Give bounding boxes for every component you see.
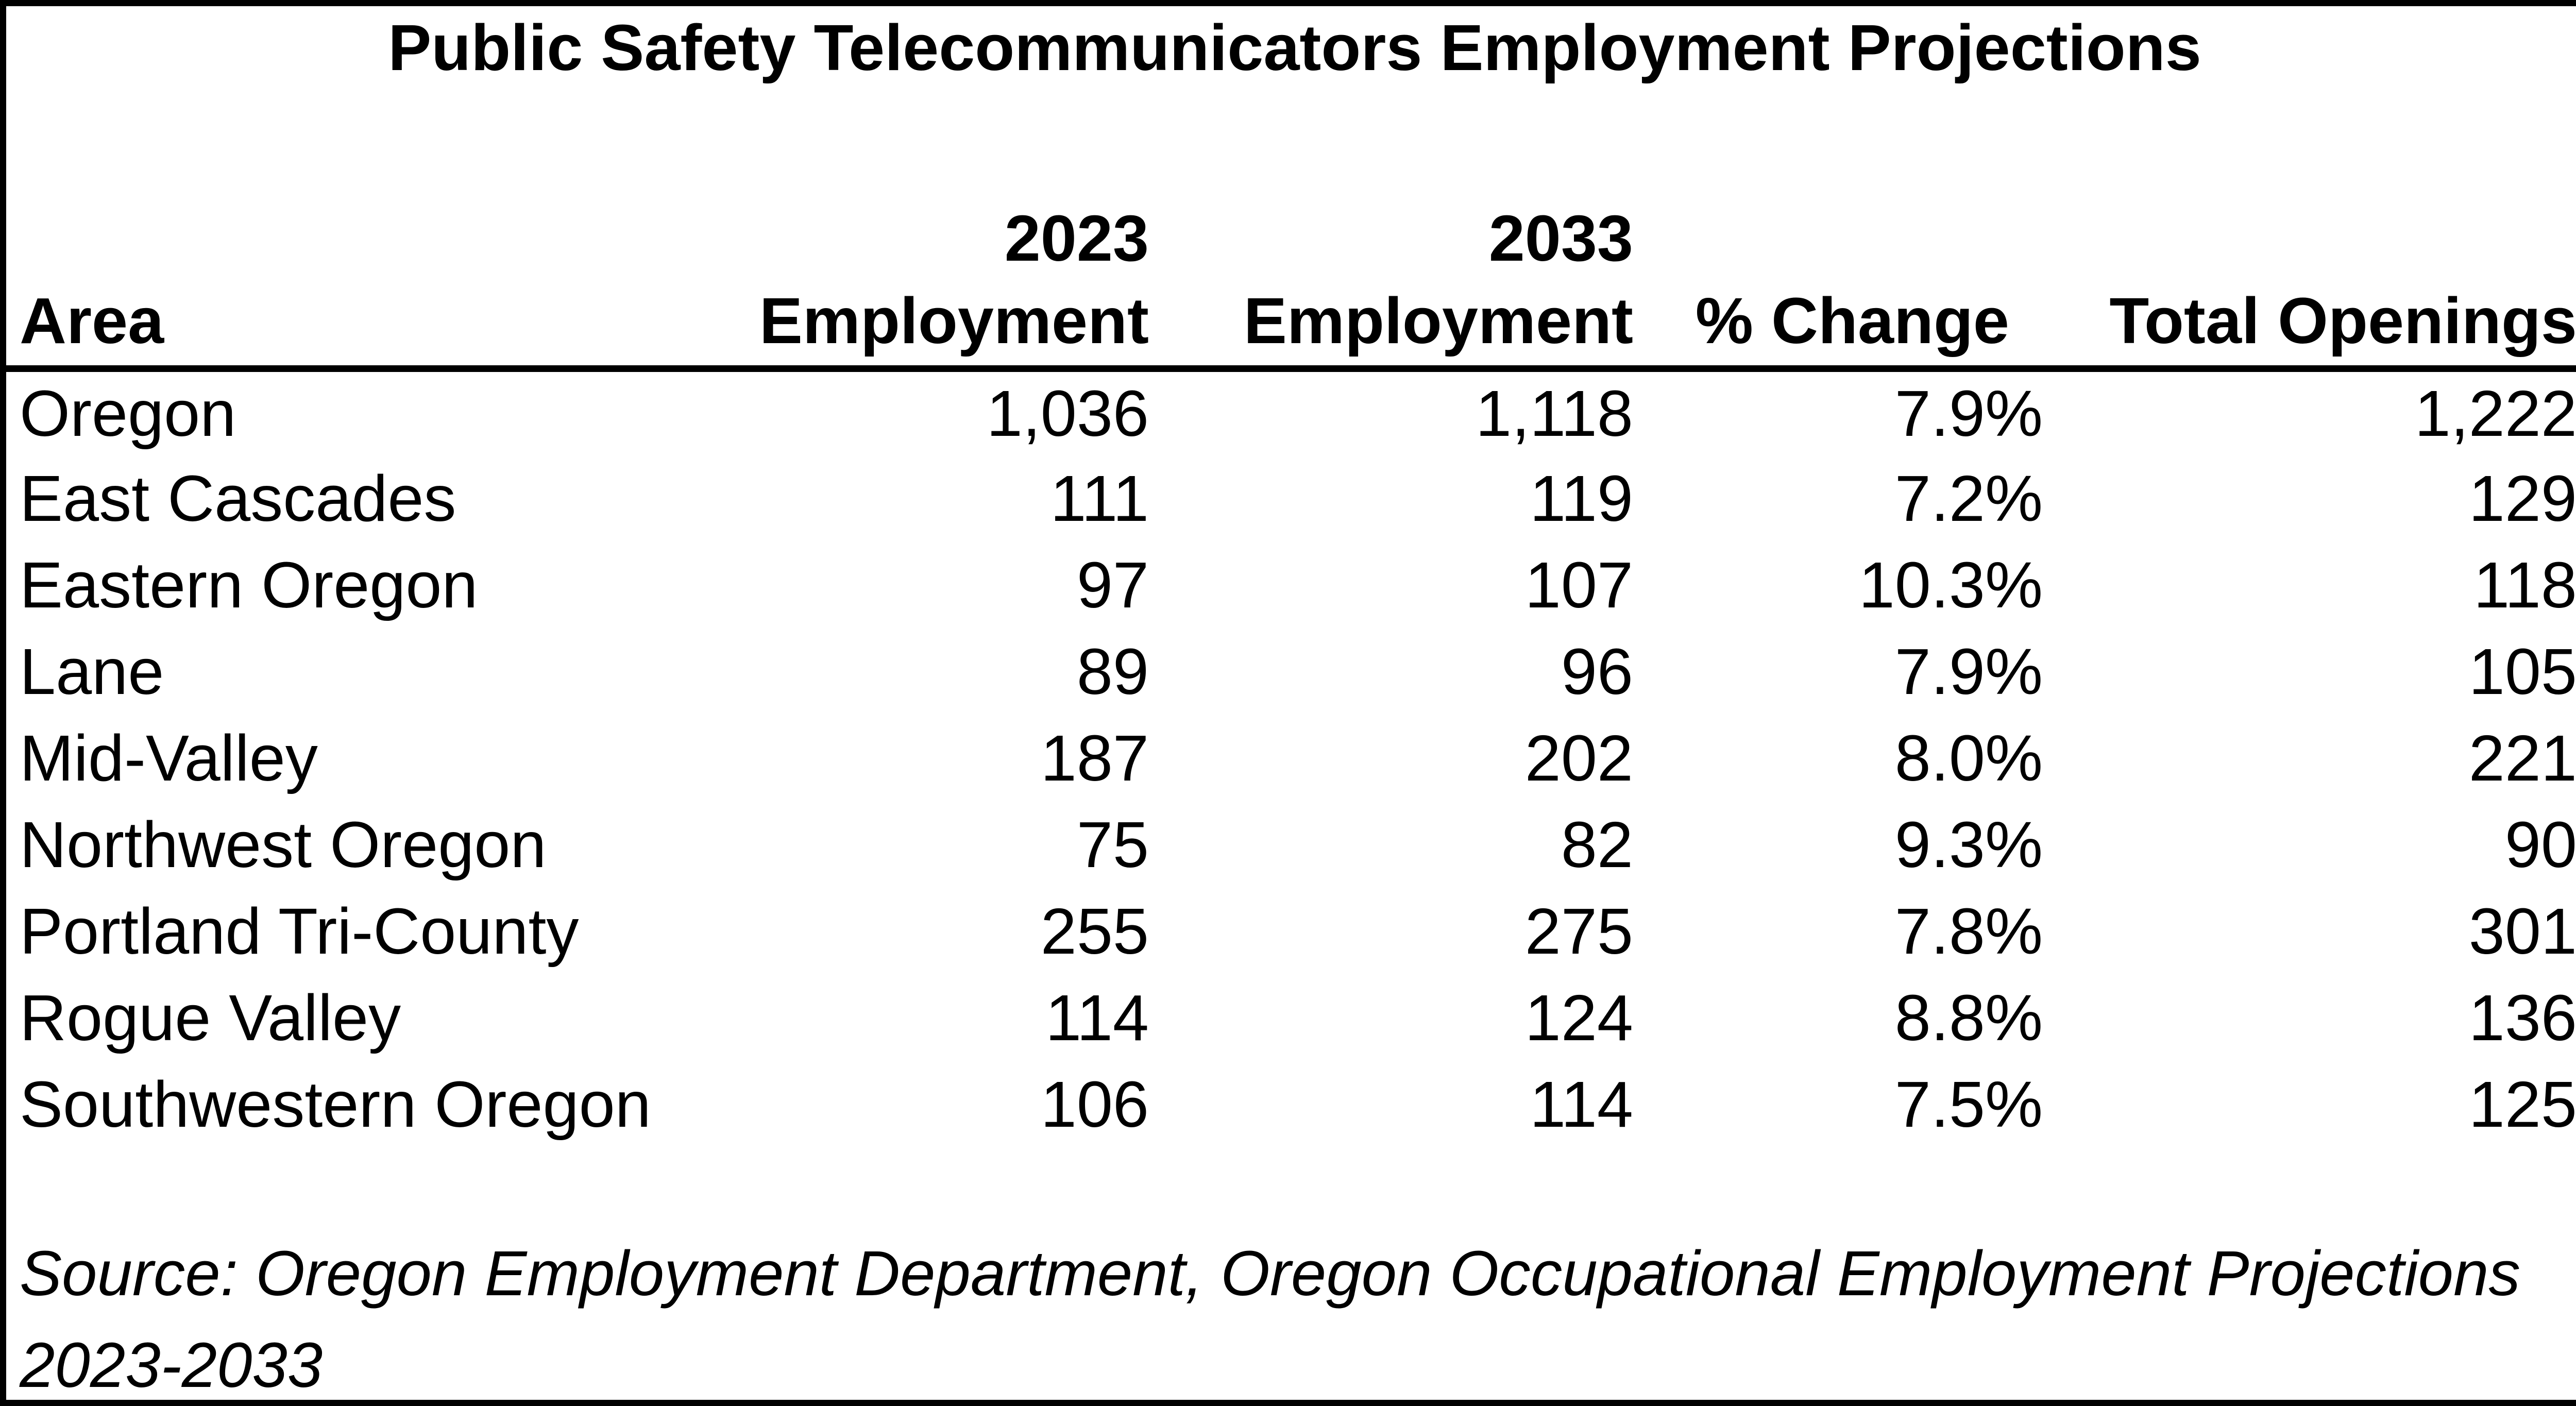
area-cell: Mid-Valley	[20, 722, 318, 794]
area-cell: Southwestern Oregon	[20, 1068, 651, 1141]
source-note: Source: Oregon Employment Department, Or…	[6, 1228, 2576, 1401]
table-header-row: Area 2023 Employment 2033 Employment % C…	[6, 197, 2576, 372]
table-row-northwest-oregon: Northwest Oregon 75 82 9.3% 90	[6, 802, 2576, 888]
table-row-rogue-valley: Rogue Valley 114 124 8.8% 136	[6, 975, 2576, 1061]
column-header-total-openings: Total Openings	[2043, 197, 2576, 372]
table-row-southwestern-oregon: Southwestern Oregon 106 114 7.5% 125	[6, 1061, 2576, 1148]
emp-2023-cell: 187	[1040, 722, 1149, 794]
area-cell: Northwest Oregon	[20, 808, 547, 881]
area-cell: Eastern Oregon	[20, 549, 478, 621]
emp-2023-cell: 1,036	[986, 377, 1149, 450]
column-header-2033-employment: 2033 Employment	[1149, 197, 1633, 372]
total-openings-cell: 90	[2504, 808, 2576, 881]
emp-2033-cell: 96	[1561, 635, 1633, 708]
area-cell: Lane	[20, 635, 164, 708]
column-header-pct-change: % Change	[1633, 197, 2043, 372]
emp-2033-cell: 82	[1561, 808, 1633, 881]
emp-2033-cell: 114	[1530, 1068, 1633, 1141]
total-openings-cell: 118	[2473, 549, 2576, 621]
emp-2023-cell: 106	[1040, 1068, 1149, 1141]
pct-change-cell: 8.8%	[1894, 981, 2043, 1054]
header-line-year: 2023	[1004, 202, 1149, 275]
total-openings-cell: 301	[2468, 895, 2576, 968]
table-row-lane: Lane 89 96 7.9% 105	[6, 629, 2576, 715]
total-openings-cell: 1,222	[2414, 377, 2576, 450]
header-line-year: 2033	[1488, 202, 1633, 275]
total-openings-cell: 125	[2468, 1068, 2576, 1141]
total-openings-cell: 136	[2468, 981, 2576, 1054]
emp-2033-cell: 1,118	[1476, 377, 1633, 450]
source-note-line1: Source: Oregon Employment Department, Or…	[20, 1238, 2520, 1309]
emp-2033-cell: 202	[1524, 722, 1633, 794]
emp-2023-cell: 111	[1050, 462, 1149, 535]
emp-2033-cell: 275	[1524, 895, 1633, 968]
column-header-area: Area	[6, 197, 732, 372]
total-openings-cell: 105	[2468, 635, 2576, 708]
header-line-employment: Employment	[1243, 284, 1633, 357]
total-openings-cell: 221	[2468, 722, 2576, 794]
projections-table: Area 2023 Employment 2033 Employment % C…	[6, 197, 2576, 1148]
pct-change-cell: 7.9%	[1894, 635, 2043, 708]
source-note-line2: 2023-2033	[20, 1330, 323, 1401]
emp-2023-cell: 89	[1076, 635, 1149, 708]
pct-change-cell: 7.5%	[1894, 1068, 2043, 1141]
emp-2023-cell: 255	[1040, 895, 1149, 968]
pct-change-cell: 7.2%	[1894, 462, 2043, 535]
emp-2033-cell: 119	[1530, 462, 1633, 535]
pct-change-cell: 9.3%	[1894, 808, 2043, 881]
table-row-east-cascades: East Cascades 111 119 7.2% 129	[6, 455, 2576, 542]
table-row-mid-valley: Mid-Valley 187 202 8.0% 221	[6, 715, 2576, 802]
column-header-2023-employment: 2023 Employment	[732, 197, 1149, 372]
table-title: Public Safety Telecommunicators Employme…	[388, 11, 2201, 84]
pct-change-cell: 7.8%	[1894, 895, 2043, 968]
emp-2033-cell: 124	[1524, 981, 1633, 1054]
area-cell: Rogue Valley	[20, 981, 401, 1054]
table-row-portland-tri-county: Portland Tri-County 255 275 7.8% 301	[6, 888, 2576, 975]
emp-2023-cell: 114	[1045, 981, 1149, 1054]
emp-2023-cell: 97	[1076, 549, 1149, 621]
pct-change-cell: 7.9%	[1894, 377, 2043, 450]
pct-change-cell: 8.0%	[1894, 722, 2043, 794]
area-cell: Portland Tri-County	[20, 895, 579, 968]
emp-2023-cell: 75	[1076, 808, 1149, 881]
header-line-employment: Employment	[759, 284, 1149, 357]
table-row-eastern-oregon: Eastern Oregon 97 107 10.3% 118	[6, 542, 2576, 629]
pct-change-cell: 10.3%	[1858, 549, 2043, 621]
area-cell: Oregon	[20, 377, 236, 450]
area-cell: East Cascades	[20, 462, 456, 535]
total-openings-cell: 129	[2468, 462, 2576, 535]
emp-2033-cell: 107	[1524, 549, 1633, 621]
table-row-oregon: Oregon 1,036 1,118 7.9% 1,222	[6, 369, 2576, 455]
